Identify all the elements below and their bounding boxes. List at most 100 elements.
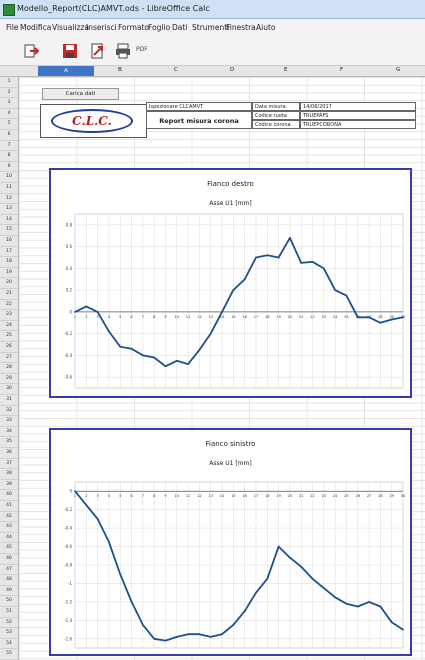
pdf-label[interactable]: PDF <box>136 46 148 53</box>
row-header[interactable]: 2 <box>0 88 18 99</box>
series-line <box>74 490 404 642</box>
row-header[interactable]: 7 <box>0 141 18 152</box>
data-point <box>85 504 88 506</box>
x-tick-label: 20 <box>288 315 292 319</box>
row-header[interactable]: 11 <box>0 183 18 194</box>
row-header[interactable]: 31 <box>0 395 18 406</box>
menu-aiuto[interactable]: Aiuto <box>256 23 276 32</box>
row-header[interactable]: 6 <box>0 130 18 141</box>
x-tick-label: 22 <box>310 494 314 498</box>
menu-inserisci[interactable]: Inserisci <box>86 23 117 32</box>
data-point <box>322 267 325 270</box>
row-header[interactable]: 15 <box>0 225 18 236</box>
description-value[interactable]: TRUEPCORONA <box>300 120 416 129</box>
row-header[interactable]: 25 <box>0 331 18 342</box>
row-header[interactable]: 3 <box>0 98 18 109</box>
row-header[interactable]: 21 <box>0 289 18 300</box>
row-header[interactable]: 35 <box>0 437 18 448</box>
code-value[interactable]: TRUEPAFS <box>300 111 416 120</box>
y-tick-label: 0.8 <box>66 222 73 227</box>
column-g[interactable]: G <box>396 67 401 73</box>
y-tick-label: -1.6 <box>64 636 72 641</box>
menu-formato[interactable]: Formato <box>118 23 150 32</box>
row-header[interactable]: 50 <box>0 596 18 607</box>
row-header[interactable]: 34 <box>0 427 18 438</box>
row-header[interactable]: 5 <box>0 119 18 130</box>
x-tick-label: 27 <box>367 494 371 498</box>
x-tick-label: 2 <box>85 315 87 319</box>
row-header[interactable]: 37 <box>0 459 18 470</box>
row-header[interactable]: 52 <box>0 618 18 629</box>
row-header[interactable]: 8 <box>0 151 18 162</box>
x-tick-label: 17 <box>254 494 258 498</box>
row-header[interactable]: 23 <box>0 310 18 321</box>
x-tick-label: 16 <box>242 494 246 498</box>
row-header[interactable]: 4 <box>0 109 18 120</box>
column-e[interactable]: E <box>284 67 288 73</box>
row-header[interactable]: 12 <box>0 194 18 205</box>
row-header[interactable]: 20 <box>0 278 18 289</box>
row-header[interactable]: 26 <box>0 342 18 353</box>
row-header[interactable]: 18 <box>0 257 18 268</box>
menu-visualizza[interactable]: Visualizza <box>52 23 89 32</box>
x-tick-label: 12 <box>197 494 201 498</box>
row-header[interactable]: 9 <box>0 162 18 173</box>
date-value[interactable]: 14/06/2017 <box>300 102 416 111</box>
column-a[interactable]: A <box>38 66 94 76</box>
data-point <box>356 605 359 608</box>
row-header[interactable]: 13 <box>0 204 18 215</box>
row-header[interactable]: 28 <box>0 363 18 374</box>
data-point <box>345 602 348 605</box>
row-header[interactable]: 19 <box>0 268 18 279</box>
x-tick-label: 6 <box>130 494 132 498</box>
data-point <box>130 600 133 603</box>
row-header[interactable]: 30 <box>0 384 18 395</box>
row-header[interactable]: 32 <box>0 406 18 417</box>
menu-modifica[interactable]: Modifica <box>20 23 52 32</box>
row-header[interactable]: 48 <box>0 575 18 586</box>
row-header[interactable]: 55 <box>0 649 18 660</box>
row-header[interactable]: 1 <box>0 77 18 88</box>
menu-file[interactable]: File <box>6 23 19 32</box>
row-header[interactable]: 49 <box>0 586 18 597</box>
row-header[interactable]: 16 <box>0 236 18 247</box>
row-header[interactable]: 39 <box>0 480 18 491</box>
row-header[interactable]: 17 <box>0 247 18 258</box>
row-header[interactable]: 40 <box>0 490 18 501</box>
row-header[interactable]: 36 <box>0 448 18 459</box>
row-header[interactable]: 10 <box>0 172 18 183</box>
exit-icon[interactable] <box>24 43 40 59</box>
row-header[interactable]: 24 <box>0 321 18 332</box>
row-header[interactable]: 43 <box>0 522 18 533</box>
row-header[interactable]: 54 <box>0 639 18 650</box>
row-header[interactable]: 44 <box>0 533 18 544</box>
row-header[interactable]: 41 <box>0 501 18 512</box>
menu-dati[interactable]: Dati <box>172 23 188 32</box>
column-b[interactable]: B <box>118 67 122 73</box>
column-d[interactable]: D <box>230 67 235 73</box>
menu-strumenti[interactable]: Strumenti <box>192 23 230 32</box>
menu-finestra[interactable]: Finestra <box>226 23 256 32</box>
row-header[interactable]: 51 <box>0 607 18 618</box>
column-c[interactable]: C <box>174 67 178 73</box>
row-header[interactable]: 14 <box>0 215 18 226</box>
row-header[interactable]: 38 <box>0 469 18 480</box>
data-point <box>311 577 314 580</box>
row-header[interactable]: 46 <box>0 554 18 565</box>
menu-foglio[interactable]: Foglio <box>148 23 171 32</box>
export-icon[interactable] <box>90 43 106 59</box>
chart-left-flank[interactable]: Fianco sinistro Asse U1 [mm] 0 -0.2 -0.4 -0… <box>49 428 412 656</box>
save-icon[interactable] <box>62 43 78 59</box>
row-header[interactable]: 42 <box>0 512 18 523</box>
row-header[interactable]: 53 <box>0 628 18 639</box>
row-header[interactable]: 22 <box>0 300 18 311</box>
row-header[interactable]: 29 <box>0 374 18 385</box>
row-header[interactable]: 47 <box>0 565 18 576</box>
row-header[interactable]: 27 <box>0 353 18 364</box>
print-icon[interactable] <box>115 43 131 59</box>
row-header[interactable]: 45 <box>0 543 18 554</box>
chart-right-flank[interactable]: Fianco destro Asse U1 [mm] 0.8 0.6 0.4 0.2 0… <box>49 168 412 398</box>
column-f[interactable]: F <box>340 67 344 73</box>
load-data-button[interactable]: Carica dati <box>42 88 119 100</box>
row-header[interactable]: 33 <box>0 416 18 427</box>
